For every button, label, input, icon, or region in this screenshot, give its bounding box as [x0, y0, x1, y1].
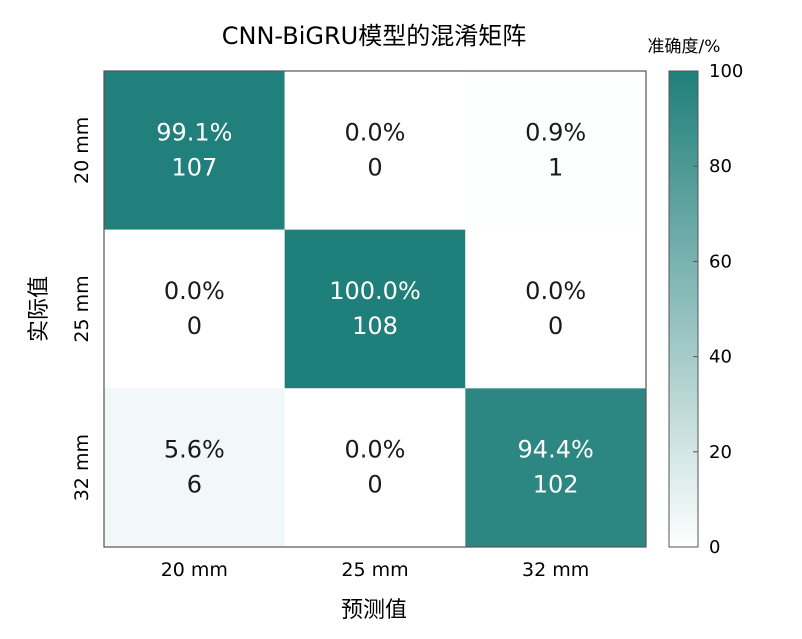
colorbar-tick-label: 0 [709, 537, 720, 558]
heatmap-cell [104, 71, 285, 230]
cell-percent-label: 99.1% [156, 118, 232, 146]
cell-count-label: 0 [367, 471, 382, 499]
chart-title: CNN-BiGRU模型的混淆矩阵 [222, 22, 526, 50]
heatmap-cell [284, 71, 466, 230]
cell-percent-label: 0.9% [525, 118, 586, 146]
y-tick-label: 25 mm [71, 275, 93, 342]
heatmap-cell [284, 229, 466, 389]
x-tick-label: 25 mm [341, 559, 408, 581]
cell-percent-label: 5.6% [164, 436, 225, 464]
cell-percent-label: 0.0% [525, 277, 586, 305]
cell-count-label: 108 [352, 312, 398, 340]
y-tick-label: 32 mm [71, 434, 93, 501]
cell-count-label: 102 [533, 471, 579, 499]
heatmap-cell-labels: 99.1% 107 0.0% 0 0.9% 1 0.0% 0 100.0% 108 0.0% 0 5.6… [156, 118, 594, 498]
plot-frame [103, 70, 647, 548]
cell-percent-label: 0.0% [345, 118, 406, 146]
heatmap-cell [104, 388, 285, 547]
colorbar-tick-label: 40 [709, 347, 732, 368]
x-tick-label: 32 mm [522, 559, 589, 581]
x-tick-labels: 20 mm 25 mm 32 mm [161, 559, 590, 581]
x-axis-title: 预测值 [341, 598, 407, 623]
cell-percent-label: 0.0% [164, 277, 225, 305]
cell-count-label: 1 [548, 153, 563, 181]
colorbar-tick-label: 80 [709, 156, 732, 177]
cell-count-label: 6 [187, 471, 202, 499]
cell-count-label: 0 [548, 312, 563, 340]
colorbar-tick-label: 20 [709, 442, 732, 463]
heatmap-cell [284, 388, 466, 547]
heatmap-cell [465, 71, 646, 230]
cell-percent-label: 94.4% [518, 436, 594, 464]
x-tick-label: 20 mm [161, 559, 228, 581]
cell-count-label: 0 [367, 153, 382, 181]
cell-count-label: 0 [187, 312, 202, 340]
cell-count-label: 107 [171, 153, 217, 181]
cell-percent-label: 0.0% [345, 436, 406, 464]
heatmap-cell [465, 229, 646, 389]
cell-percent-label: 100.0% [329, 277, 421, 305]
y-tick-label: 20 mm [71, 117, 93, 184]
colorbar-tick-label: 60 [709, 251, 732, 272]
y-axis-title: 实际值 [27, 276, 52, 342]
colorbar [668, 70, 699, 548]
colorbar-tick-label: 100 [709, 61, 743, 82]
heatmap-cells [104, 71, 646, 547]
colorbar-ticks: 0 20 40 60 80 100 [693, 61, 743, 558]
heatmap-cell [104, 229, 285, 389]
y-tick-labels: 20 mm 25 mm 32 mm [71, 117, 93, 502]
colorbar-title: 准确度/% [648, 37, 721, 57]
heatmap-cell [465, 388, 646, 547]
